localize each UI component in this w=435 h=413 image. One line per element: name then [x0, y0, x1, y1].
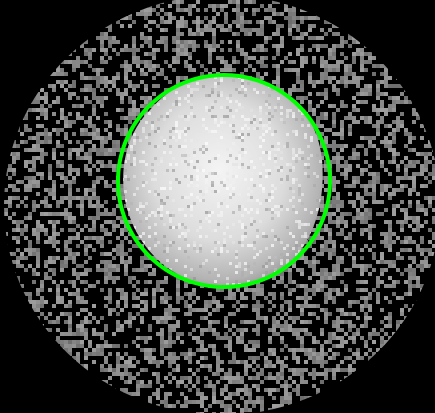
detection-circle [116, 73, 332, 289]
